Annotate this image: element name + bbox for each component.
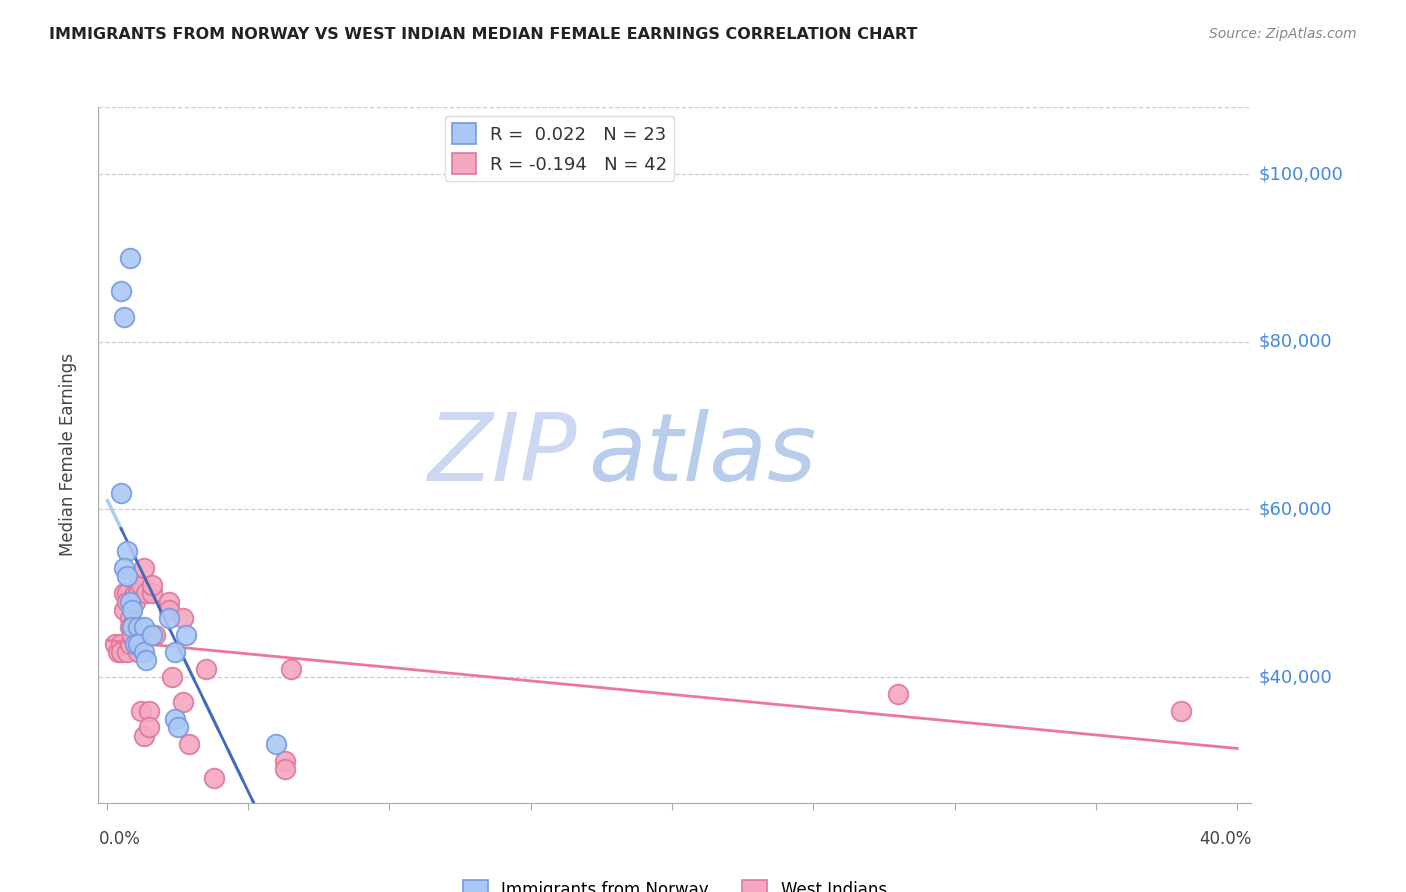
Text: 40.0%: 40.0% <box>1199 830 1251 847</box>
Point <box>141 578 163 592</box>
Point <box>118 636 141 650</box>
Point <box>280 662 302 676</box>
Point <box>110 485 132 500</box>
Point <box>121 603 143 617</box>
Point <box>115 569 138 583</box>
Point <box>274 754 297 768</box>
Point <box>135 653 157 667</box>
Point <box>157 594 180 608</box>
Text: $80,000: $80,000 <box>1258 333 1331 351</box>
Point <box>135 586 157 600</box>
Point <box>127 636 149 650</box>
Point <box>177 737 200 751</box>
Text: ZIP: ZIP <box>427 409 576 500</box>
Text: IMMIGRANTS FROM NORWAY VS WEST INDIAN MEDIAN FEMALE EARNINGS CORRELATION CHART: IMMIGRANTS FROM NORWAY VS WEST INDIAN ME… <box>49 27 918 42</box>
Point <box>121 620 143 634</box>
Point <box>157 603 180 617</box>
Point <box>163 645 186 659</box>
Point <box>127 645 149 659</box>
Point <box>112 310 135 324</box>
Point <box>127 586 149 600</box>
Point <box>112 603 135 617</box>
Text: $40,000: $40,000 <box>1258 668 1331 686</box>
Point <box>172 695 194 709</box>
Point <box>110 285 132 299</box>
Point <box>172 611 194 625</box>
Point <box>118 251 141 265</box>
Text: Source: ZipAtlas.com: Source: ZipAtlas.com <box>1209 27 1357 41</box>
Point <box>138 720 160 734</box>
Point <box>115 645 138 659</box>
Point <box>127 578 149 592</box>
Y-axis label: Median Female Earnings: Median Female Earnings <box>59 353 77 557</box>
Legend: Immigrants from Norway, West Indians: Immigrants from Norway, West Indians <box>457 874 893 892</box>
Point <box>110 645 132 659</box>
Point <box>157 611 180 625</box>
Point <box>118 620 141 634</box>
Point <box>112 561 135 575</box>
Point <box>174 628 197 642</box>
Point <box>124 586 146 600</box>
Point <box>160 670 183 684</box>
Point <box>1170 704 1192 718</box>
Text: 0.0%: 0.0% <box>98 830 141 847</box>
Point <box>143 628 166 642</box>
Point <box>132 561 155 575</box>
Text: $60,000: $60,000 <box>1258 500 1331 518</box>
Point <box>112 586 135 600</box>
Point <box>202 771 225 785</box>
Point <box>121 620 143 634</box>
Point <box>132 645 155 659</box>
Point <box>115 544 138 558</box>
Point <box>107 645 129 659</box>
Point <box>274 762 297 776</box>
Point <box>163 712 186 726</box>
Point <box>118 611 141 625</box>
Point <box>110 636 132 650</box>
Point <box>124 594 146 608</box>
Point <box>887 687 910 701</box>
Point <box>132 620 155 634</box>
Point <box>132 729 155 743</box>
Point <box>166 720 188 734</box>
Point <box>115 594 138 608</box>
Point <box>127 620 149 634</box>
Point <box>138 704 160 718</box>
Point <box>124 636 146 650</box>
Point <box>121 628 143 642</box>
Point <box>141 586 163 600</box>
Point <box>141 628 163 642</box>
Point <box>118 594 141 608</box>
Point <box>129 704 152 718</box>
Text: $100,000: $100,000 <box>1258 165 1343 183</box>
Point <box>266 737 288 751</box>
Point <box>194 662 217 676</box>
Point <box>104 636 127 650</box>
Text: atlas: atlas <box>588 409 817 500</box>
Point <box>129 578 152 592</box>
Point <box>115 586 138 600</box>
